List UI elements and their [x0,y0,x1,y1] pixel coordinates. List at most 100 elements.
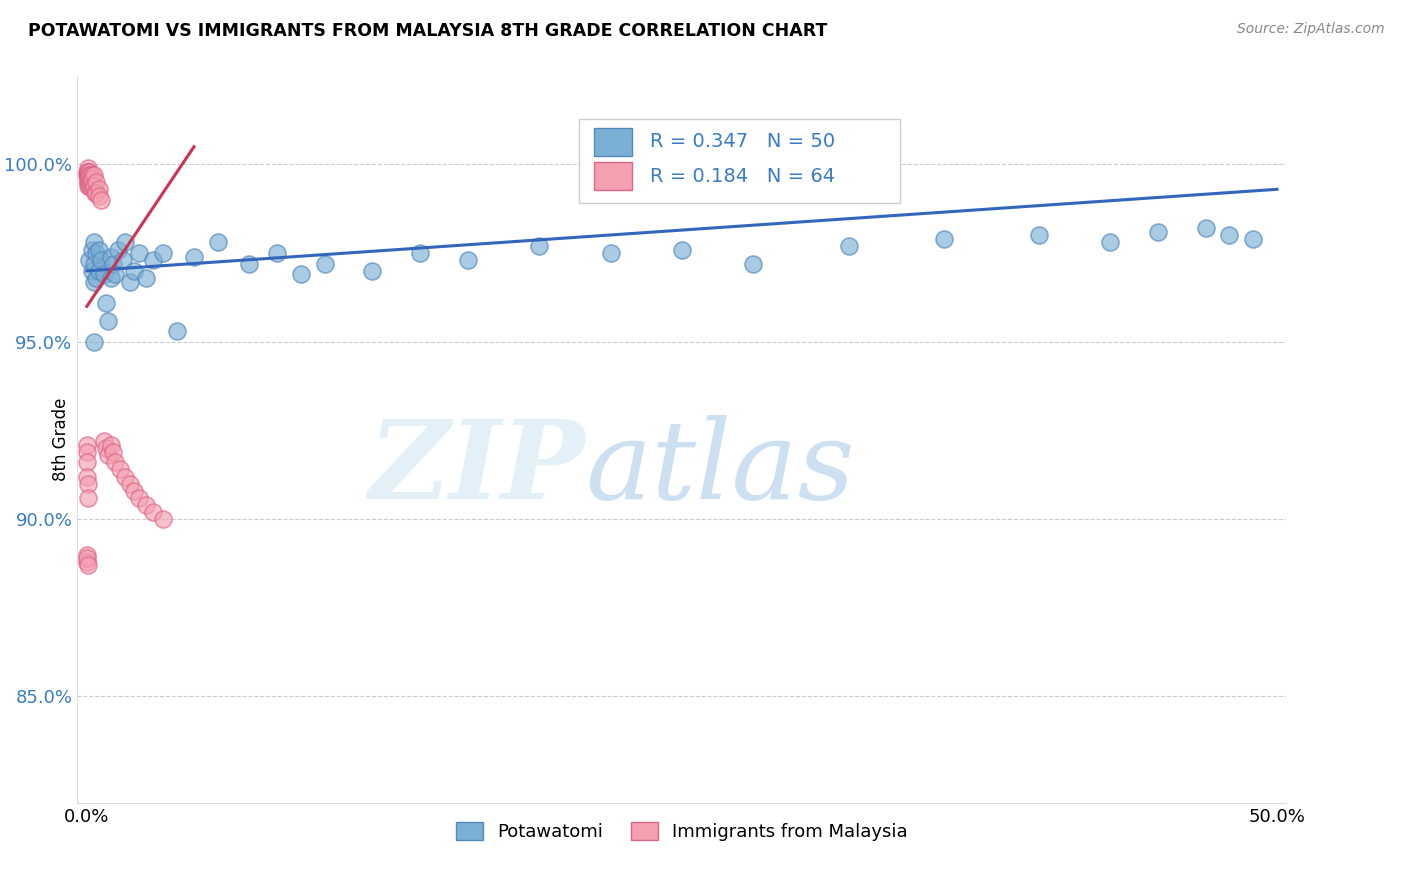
Point [76,164,98,178]
Point [1194,221,1216,235]
Point [97,313,120,327]
Point [94,441,117,455]
Point [77,168,100,182]
Point [79,171,101,186]
Point [671,243,693,257]
Point [101,257,124,271]
Point [104,455,127,469]
Point [86,186,108,200]
Point [1028,228,1050,243]
Point [80,168,103,182]
Point [79,178,101,193]
Point [76,491,98,505]
Point [77,164,100,178]
Point [77,164,100,178]
Point [77,164,100,178]
Point [80,243,103,257]
Point [599,246,621,260]
Point [79,168,101,182]
Point [76,444,98,458]
Point [290,268,312,282]
Point [76,164,98,178]
Point [80,175,103,189]
Point [79,175,101,189]
Point [114,235,136,250]
Point [108,462,131,476]
Point [457,253,479,268]
Point [82,182,104,196]
Point [100,250,122,264]
Point [77,171,100,186]
Point [111,253,134,268]
Text: R = 0.347   N = 50: R = 0.347 N = 50 [651,133,835,152]
Point [80,178,103,193]
Text: Source: ZipAtlas.com: Source: ZipAtlas.com [1237,22,1385,37]
Point [128,491,150,505]
Point [87,189,110,203]
Point [94,295,117,310]
Point [166,324,188,338]
Point [135,271,157,285]
Point [83,178,105,193]
Point [76,161,98,175]
Point [93,268,115,282]
Point [77,168,100,182]
Point [527,239,550,253]
Point [86,271,108,285]
Point [1099,235,1122,250]
Point [76,551,98,566]
Point [76,437,98,451]
Point [97,448,120,462]
Point [87,182,110,196]
Point [76,558,98,573]
Point [142,505,165,519]
Point [76,168,98,182]
Point [86,246,108,260]
Point [409,246,432,260]
Point [87,243,110,257]
Point [118,275,141,289]
Point [104,268,127,282]
Point [80,171,103,186]
Point [83,275,105,289]
Point [93,434,115,448]
Point [77,168,100,182]
Point [76,469,98,483]
Point [114,469,136,483]
Point [79,168,101,182]
Point [118,476,141,491]
Text: R = 0.184   N = 64: R = 0.184 N = 64 [651,167,835,186]
Bar [593,128,633,156]
Point [76,455,98,469]
Point [101,444,124,458]
Point [77,253,100,268]
Point [142,253,165,268]
Point [77,171,100,186]
Point [77,175,100,189]
Text: ZIP: ZIP [368,415,585,522]
Point [84,186,107,200]
Point [83,257,105,271]
Point [314,257,336,271]
Point [1218,228,1240,243]
Point [83,235,105,250]
Point [77,168,100,182]
Point [83,168,105,182]
Point [76,171,98,186]
Point [124,483,146,498]
Point [838,239,860,253]
Point [238,257,260,271]
Point [932,232,955,246]
Point [128,246,150,260]
Point [77,171,100,186]
Point [80,264,103,278]
Y-axis label: 8th Grade: 8th Grade [52,398,70,481]
Point [183,250,205,264]
Point [1147,225,1170,239]
Point [76,175,98,189]
Point [87,264,110,278]
Point [86,175,108,189]
Point [266,246,288,260]
Legend: Potawatomi, Immigrants from Malaysia: Potawatomi, Immigrants from Malaysia [449,814,915,848]
Point [152,246,174,260]
